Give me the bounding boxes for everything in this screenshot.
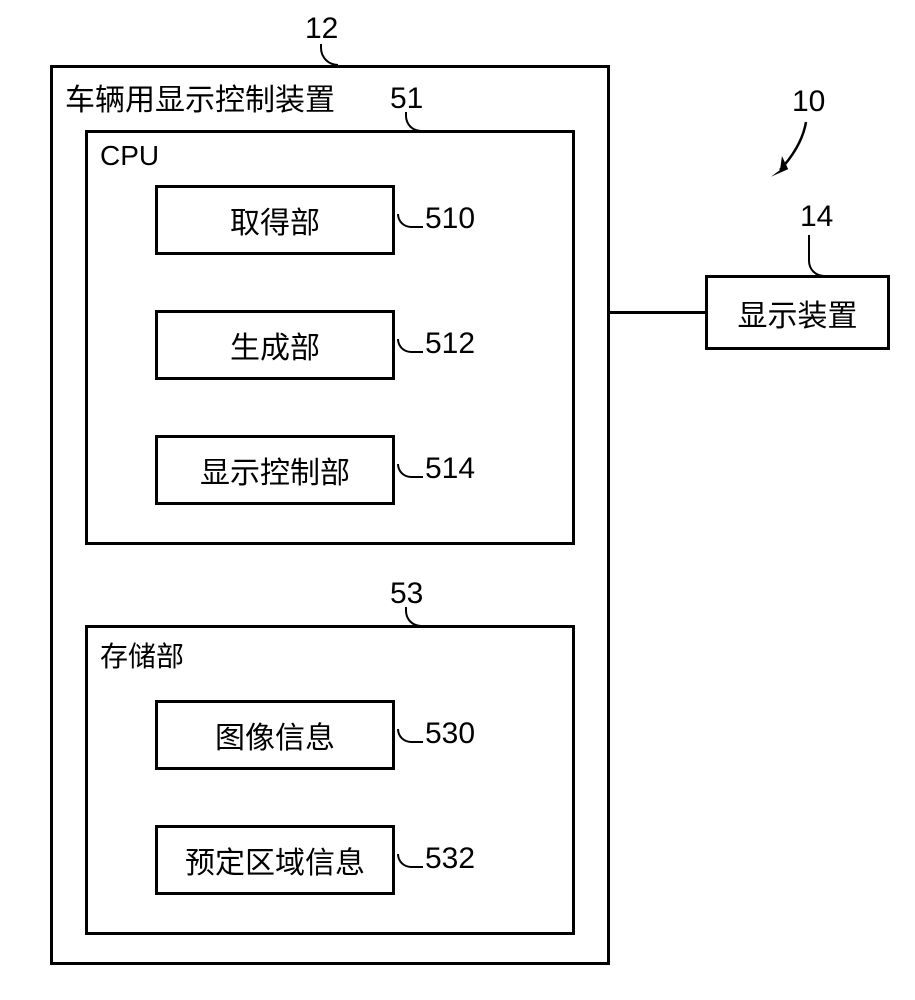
- acquire-label: 取得部: [230, 198, 320, 242]
- ref-storage: 53: [390, 577, 423, 611]
- controller-title: 车辆用显示控制装置: [65, 75, 335, 119]
- generate-unit: 生成部: [155, 310, 395, 380]
- ref-display: 14: [800, 200, 833, 234]
- ref-imginfo: 530: [425, 717, 475, 751]
- lead-12: [320, 44, 338, 66]
- imginfo-label: 图像信息: [215, 713, 335, 757]
- display-device-label: 显示装置: [738, 291, 858, 335]
- imginfo-unit: 图像信息: [155, 700, 395, 770]
- dispctrl-unit: 显示控制部: [155, 435, 395, 505]
- ref-dispctrl: 514: [425, 452, 475, 486]
- lead-14: [808, 235, 824, 277]
- ref-regioninfo: 532: [425, 842, 475, 876]
- cpu-title: CPU: [100, 140, 159, 172]
- ref-cpu: 51: [390, 82, 423, 116]
- regioninfo-unit: 预定区域信息: [155, 825, 395, 895]
- arrow-10: [758, 118, 818, 183]
- diagram-canvas: 车辆用显示控制装置 12 CPU 51 取得部 510 生成部 512 显示控制…: [0, 0, 915, 1000]
- display-device-box: 显示装置: [705, 275, 890, 350]
- storage-title: 存储部: [100, 635, 184, 675]
- ref-controller: 12: [305, 12, 338, 46]
- ref-generate: 512: [425, 327, 475, 361]
- dispctrl-label: 显示控制部: [200, 448, 350, 492]
- acquire-unit: 取得部: [155, 185, 395, 255]
- ref-system: 10: [792, 85, 825, 119]
- connector-line: [610, 311, 705, 314]
- generate-label: 生成部: [230, 323, 320, 367]
- ref-acquire: 510: [425, 202, 475, 236]
- regioninfo-label: 预定区域信息: [185, 838, 365, 882]
